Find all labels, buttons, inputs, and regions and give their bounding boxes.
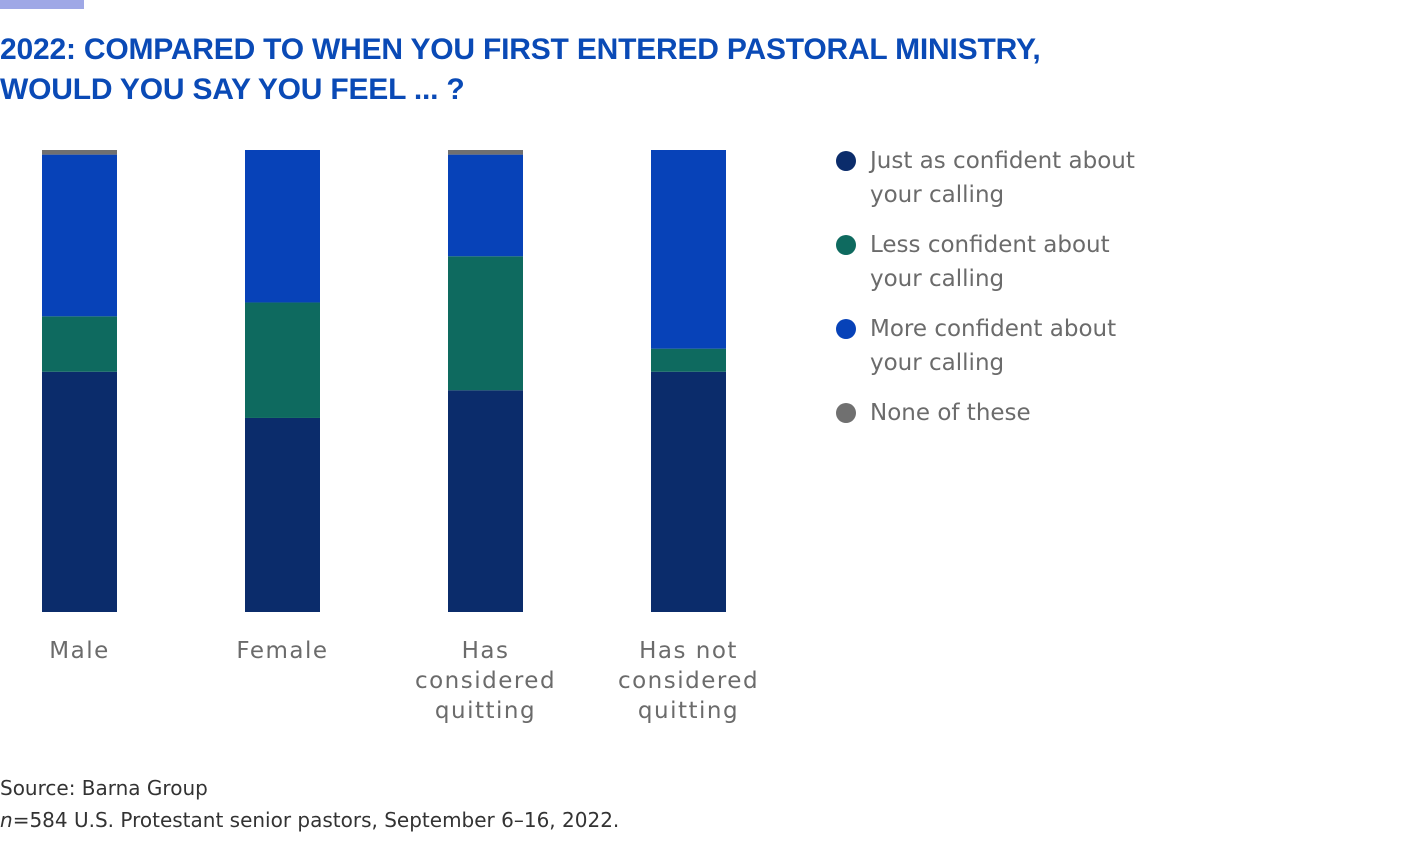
category-label-has-considered-quitting: Has considered quitting xyxy=(415,638,556,724)
legend-item-none-of-these: None of these xyxy=(836,396,1256,430)
legend-item-more-confident: More confident about your calling xyxy=(836,312,1256,380)
sample-description: =584 U.S. Protestant senior pastors, Sep… xyxy=(12,808,620,832)
bar-segment-has-considered-quitting-none-of-these xyxy=(448,150,523,155)
chart-title: 2022: COMPARED TO WHEN YOU FIRST ENTERED… xyxy=(0,30,1300,110)
legend-item-just-as-confident: Just as confident about your calling xyxy=(836,144,1256,212)
legend-label-more-confident: More confident about your calling xyxy=(870,316,1117,376)
bar-segment-female-more-confident-about-your-calling xyxy=(245,150,320,303)
bar-segment-male-none-of-these xyxy=(42,150,117,155)
sample-line: n=584 U.S. Protestant senior pastors, Se… xyxy=(0,804,619,836)
bar-segment-has-considered-quitting-just-as-confident-about-your-calling xyxy=(448,390,523,612)
legend-dot-just-as-confident xyxy=(836,151,856,171)
chart-title-line-2: WOULD YOU SAY YOU FEEL ... ? xyxy=(0,73,465,106)
legend-label-less-confident: Less confident about your calling xyxy=(870,232,1110,292)
bar-segment-has-not-considered-quitting-more-confident-about-your-calling xyxy=(651,150,726,349)
legend-dot-less-confident xyxy=(836,235,856,255)
bar-segment-has-considered-quitting-more-confident-about-your-calling xyxy=(448,154,523,257)
bar-segment-female-just-as-confident-about-your-calling xyxy=(245,417,320,612)
bar-segment-male-less-confident-about-your-calling xyxy=(42,316,117,372)
chart-title-line-1: 2022: COMPARED TO WHEN YOU FIRST ENTERED… xyxy=(0,33,1041,66)
bar-segment-has-considered-quitting-less-confident-about-your-calling xyxy=(448,256,523,391)
bar-segment-female-less-confident-about-your-calling xyxy=(245,302,320,418)
category-label-has-not-considered-quitting: Has not considered quitting xyxy=(618,638,759,724)
bar-segment-male-more-confident-about-your-calling xyxy=(42,154,117,317)
legend: Just as confident about your calling Les… xyxy=(836,144,1256,446)
legend-label-none-of-these: None of these xyxy=(870,400,1031,426)
source-note: Source: Barna Group n=584 U.S. Protestan… xyxy=(0,772,619,836)
bar-segment-has-not-considered-quitting-less-confident-about-your-calling xyxy=(651,348,726,372)
stacked-bar-chart: Male Female Has considered quitting Has not co… xyxy=(42,150,759,724)
bar-segment-male-just-as-confident-about-your-calling xyxy=(42,371,117,612)
bar-segment-has-not-considered-quitting-just-as-confident-about-your-calling xyxy=(651,371,726,612)
legend-label-just-as-confident: Just as confident about your calling xyxy=(870,148,1135,208)
category-label-male: Male xyxy=(49,638,109,664)
legend-dot-none-of-these xyxy=(836,403,856,423)
accent-bar xyxy=(0,0,84,9)
source-line: Source: Barna Group xyxy=(0,776,208,800)
sample-n-label: n xyxy=(0,808,13,832)
legend-item-less-confident: Less confident about your calling xyxy=(836,228,1256,296)
category-label-female: Female xyxy=(236,638,328,664)
legend-dot-more-confident xyxy=(836,319,856,339)
